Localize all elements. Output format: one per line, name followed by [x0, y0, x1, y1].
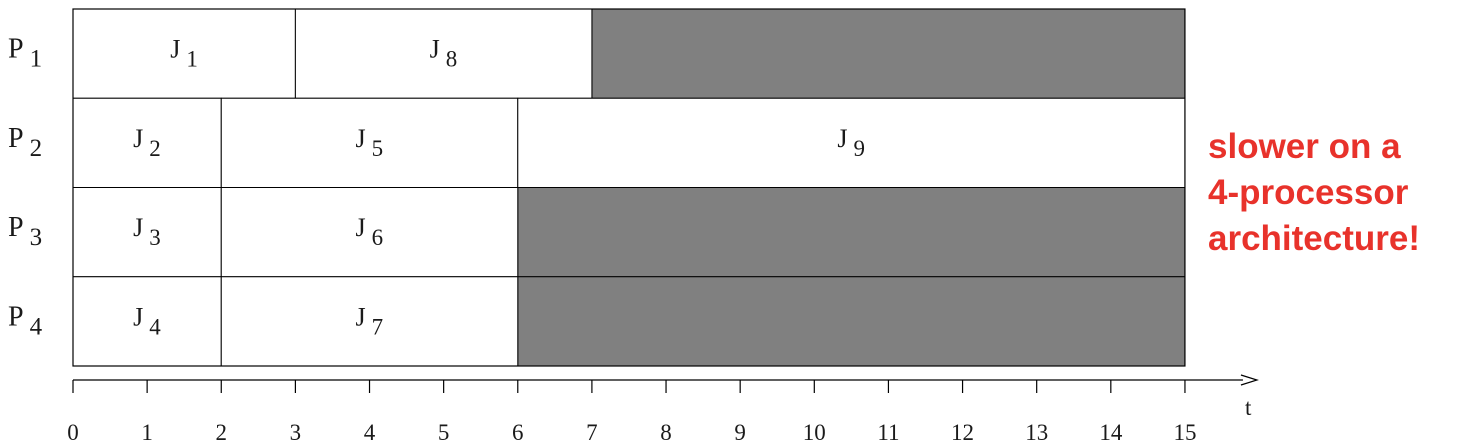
axis-arrowhead-icon [1240, 374, 1259, 386]
axis-label: t [1245, 395, 1252, 420]
axis-tick-label: 0 [67, 420, 79, 445]
job-cell [517, 97, 1186, 188]
job-label-subscript: 1 [186, 47, 198, 72]
processor-label-base: P [8, 123, 24, 154]
annotation-line-1: slower on a [1208, 127, 1401, 166]
job-cell [220, 276, 519, 367]
annotation-note: slower on a 4-processor architecture! [1208, 124, 1468, 262]
axis-tick-label: 8 [660, 420, 672, 445]
axis-tick-label: 3 [290, 420, 302, 445]
axis-tick-label: 11 [877, 420, 899, 445]
job-label-base: J [133, 302, 143, 331]
job-label-subscript: 5 [372, 136, 384, 161]
job-cell [72, 97, 222, 188]
processor-label-base: P [8, 212, 24, 243]
processor-label-base: P [8, 34, 24, 65]
axis-tick-label: 4 [364, 420, 376, 445]
axis-tick-label: 1 [141, 420, 153, 445]
job-cell [220, 187, 519, 278]
job-label-subscript: 9 [853, 136, 865, 161]
axis-tick-label: 15 [1173, 420, 1196, 445]
job-label-base: J [356, 124, 366, 153]
annotation-line-3: architecture! [1208, 219, 1421, 258]
job-cell [294, 8, 593, 99]
job-label-subscript: 3 [149, 225, 161, 250]
idle-block [517, 276, 1186, 367]
job-cell [220, 97, 519, 188]
job-label-base: J [356, 302, 366, 331]
processor-label-base: P [8, 301, 24, 332]
processor-label-subscript: 3 [30, 224, 43, 251]
axis-tick-label: 9 [734, 420, 746, 445]
axis-tick-label: 2 [216, 420, 228, 445]
job-cell [72, 8, 296, 99]
job-cell [72, 276, 222, 367]
job-label-subscript: 7 [372, 314, 384, 339]
job-label-base: J [170, 35, 180, 64]
processor-label-subscript: 1 [30, 46, 43, 73]
idle-block [591, 8, 1186, 99]
annotation-line-2: 4-processor [1208, 173, 1409, 212]
job-label-subscript: 2 [149, 136, 161, 161]
job-label-base: J [133, 124, 143, 153]
axis-tick-label: 10 [803, 420, 826, 445]
chart-frame [72, 8, 1186, 367]
axis-tick-label: 14 [1099, 420, 1123, 445]
job-label-subscript: 6 [372, 225, 384, 250]
processor-label-subscript: 2 [30, 135, 43, 162]
axis-tick-label: 6 [512, 420, 524, 445]
job-label-base: J [133, 213, 143, 242]
job-label-base: J [837, 124, 847, 153]
job-label-subscript: 4 [149, 314, 161, 339]
job-label-base: J [356, 213, 366, 242]
axis-tick-label: 12 [951, 420, 974, 445]
job-cell [72, 187, 222, 278]
processor-label-subscript: 4 [30, 313, 43, 340]
job-label-subscript: 8 [446, 47, 458, 72]
axis-tick-label: 7 [586, 420, 598, 445]
axis-tick-label: 5 [438, 420, 450, 445]
job-label-base: J [430, 35, 440, 64]
idle-block [517, 187, 1186, 278]
axis-tick-label: 13 [1025, 420, 1048, 445]
